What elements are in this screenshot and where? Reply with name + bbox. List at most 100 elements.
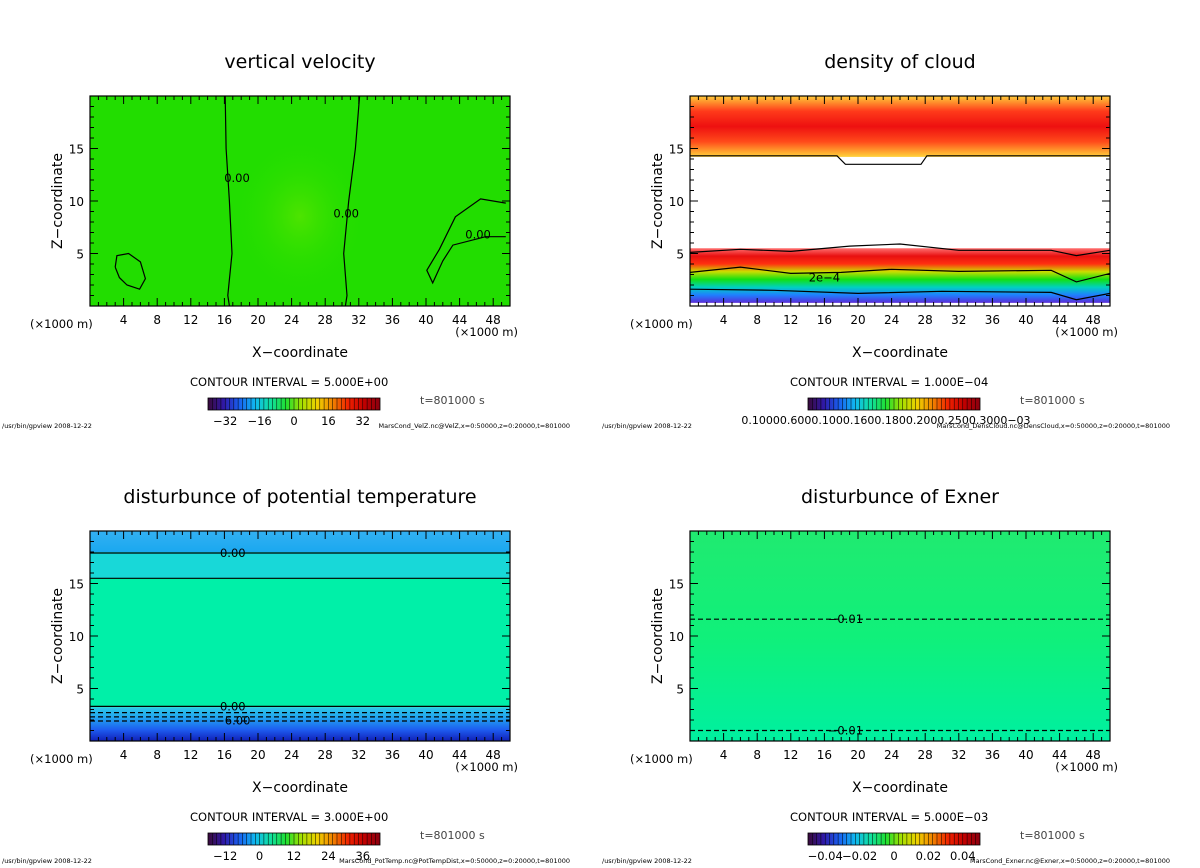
x-axis-label: X−coordinate (852, 780, 948, 796)
x-tick-label: 48 (486, 313, 501, 327)
colorbar-tick-label: 36 (355, 849, 370, 863)
y-tick-label: 10 (69, 630, 84, 644)
color-band (690, 531, 1110, 741)
plot-area: 2e−4 (690, 96, 1110, 306)
chart-title: density of cloud (824, 51, 976, 73)
colorbar-tick-label: 0 (290, 414, 297, 428)
x-tick-label: 12 (183, 748, 198, 762)
chart-title: disturbunce of potential temperature (123, 486, 476, 508)
x-unit-right: (×1000 m) (1055, 760, 1118, 774)
time-label: t=801000 s (1020, 394, 1085, 407)
x-tick-label: 8 (153, 748, 161, 762)
colorbar-tick-label: 0 (256, 849, 263, 863)
colorbar-tick-label: −16 (247, 414, 271, 428)
footer-left: /usr/bin/gpview 2008-12-22 (602, 422, 692, 430)
x-tick-label: 40 (418, 748, 433, 762)
y-tick-label: 10 (669, 630, 684, 644)
contour-label: −0.01 (828, 724, 863, 738)
x-tick-label: 44 (452, 313, 467, 327)
time-label: t=801000 s (1020, 829, 1085, 842)
y-tick-label: 15 (669, 143, 684, 157)
contour-label: 0.00 (224, 171, 250, 185)
x-tick-label: 20 (850, 313, 865, 327)
x-tick-label: 8 (153, 313, 161, 327)
y-tick-label: 15 (669, 578, 684, 592)
x-tick-label: 20 (250, 748, 265, 762)
x-tick-label: 36 (385, 748, 400, 762)
footer-right: MarsCond_Exner.nc@Exner,x=0:50000,z=0:20… (970, 857, 1170, 865)
x-tick-label: 24 (884, 748, 899, 762)
contour-line (690, 155, 1110, 165)
color-band (90, 531, 510, 552)
y-tick-label: 15 (69, 578, 84, 592)
contour-interval: CONTOUR INTERVAL = 3.000E+00 (190, 810, 388, 824)
x-tick-label: 36 (985, 748, 1000, 762)
plot-area: 0.000.00−6.00 (90, 531, 510, 741)
x-tick-label: 44 (1052, 748, 1067, 762)
x-axis-label: X−coordinate (252, 780, 348, 796)
colorbar: −32 −16 0 16 32 (207, 397, 381, 428)
y-axis-label: Z−coordinate (650, 588, 666, 684)
y-tick-label: 10 (69, 195, 84, 209)
chart-title: disturbunce of Exner (801, 486, 999, 508)
colorbar-tick-label: 0.04 (950, 849, 976, 863)
colorbar-tick-label: 24 (321, 849, 336, 863)
footer-left: /usr/bin/gpview 2008-12-22 (602, 857, 692, 865)
x-tick-label: 40 (1018, 748, 1033, 762)
x-unit-left: (×1000 m) (630, 752, 693, 766)
x-tick-label: 12 (783, 748, 798, 762)
footer-left: /usr/bin/gpview 2008-12-22 (2, 422, 92, 430)
contour-interval: CONTOUR INTERVAL = 1.000E−04 (790, 375, 988, 389)
x-tick-label: 44 (452, 748, 467, 762)
time-label: t=801000 s (420, 394, 485, 407)
x-tick-label: 32 (951, 748, 966, 762)
colorbar-tick-label: 0.02 (916, 849, 942, 863)
footer-right: MarsCond_PotTemp.nc@PotTempDist,x=0:5000… (339, 857, 570, 865)
chart-title: vertical velocity (224, 51, 375, 73)
contour-line (690, 266, 1110, 283)
contour-line (426, 198, 506, 285)
contour-label: 2e−4 (809, 271, 840, 285)
x-tick-label: 20 (250, 313, 265, 327)
colorbar-tick-label: −0.04 (808, 849, 843, 863)
colorbar: −0.04 −0.02 0 0.02 0.04 (808, 832, 981, 863)
y-axis-label: Z−coordinate (650, 153, 666, 249)
x-tick-label: 4 (120, 748, 128, 762)
footer-right: MarsCond_DensCloud.nc@DensCloud,x=0:5000… (937, 422, 1170, 430)
x-axis-label: X−coordinate (852, 345, 948, 361)
footer-left: /usr/bin/gpview 2008-12-22 (2, 857, 92, 865)
x-tick-label: 28 (318, 748, 333, 762)
x-tick-label: 24 (284, 748, 299, 762)
x-axis-label: X−coordinate (252, 345, 348, 361)
contour-line (690, 288, 1110, 301)
y-tick-label: 15 (69, 143, 84, 157)
x-tick-label: 32 (351, 313, 366, 327)
plot-area: −0.01 −0.01 (690, 531, 1110, 741)
y-tick-label: 5 (76, 683, 84, 697)
colorbar-tick-label: 0 (890, 849, 897, 863)
contour-interval: CONTOUR INTERVAL = 5.000E+00 (190, 375, 388, 389)
x-unit-right: (×1000 m) (1055, 325, 1118, 339)
plot-area: 0.00 0.00 0.00 (90, 96, 510, 306)
x-tick-label: 12 (783, 313, 798, 327)
x-tick-label: 16 (817, 313, 832, 327)
x-tick-label: 24 (284, 313, 299, 327)
contour-line (343, 96, 361, 306)
colorbar-tick-label: −12 (213, 849, 237, 863)
contour-label: 0.00 (333, 207, 359, 221)
contour-label: −6.00 (215, 714, 250, 728)
colorbar-tick-label: 0.10000.6000.1000.1600.1800.2000.2500.30… (741, 414, 1030, 427)
x-unit-left: (×1000 m) (630, 317, 693, 331)
x-tick-label: 16 (817, 748, 832, 762)
contour-line (114, 252, 147, 290)
x-tick-label: 48 (1086, 748, 1101, 762)
contour-label: 0.00 (465, 228, 491, 242)
chart-exner: disturbunce of Exner−0.01−0.014 8 12 16 20 24… (602, 486, 1170, 865)
x-unit-left: (×1000 m) (30, 317, 93, 331)
y-axis-label: Z−coordinate (50, 588, 66, 684)
x-unit-left: (×1000 m) (30, 752, 93, 766)
x-tick-label: 28 (318, 313, 333, 327)
y-axis-label: Z−coordinate (50, 153, 66, 249)
